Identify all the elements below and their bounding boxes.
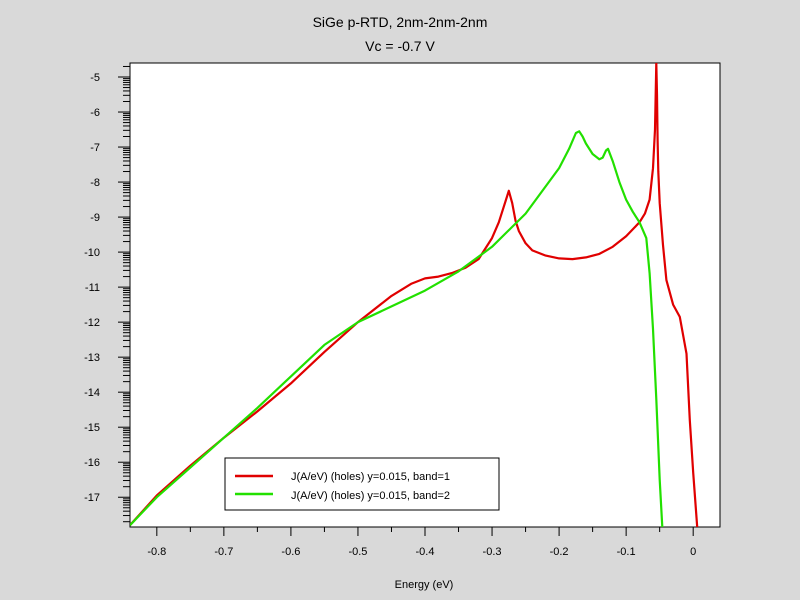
x-axis-label: Energy (eV) xyxy=(395,579,454,591)
series-line-band-2 xyxy=(130,130,664,527)
y-tick-label: -7 xyxy=(90,142,100,154)
legend-box xyxy=(224,457,500,511)
y-tick-label: -9 xyxy=(90,212,100,224)
legend-label-band-2: J(A/eV) (holes) y=0.015, band=2 xyxy=(291,490,450,502)
chart-subtitle: Vc = -0.7 V xyxy=(365,38,435,54)
legend-label-band-1: J(A/eV) (holes) y=0.015, band=1 xyxy=(291,471,450,483)
series-layer xyxy=(130,63,699,527)
y-tick-label: -11 xyxy=(85,282,100,294)
y-tick-label: -8 xyxy=(90,177,100,189)
x-tick-label: -0.8 xyxy=(147,546,166,558)
y-tick-label: -6 xyxy=(90,107,100,119)
y-tick-label: -17 xyxy=(84,492,100,504)
y-axis: -17 -16 -15 -14 -13 -12 -11 -10 -9 -8 -7 -6 -5 xyxy=(84,65,130,523)
y-tick-label: -10 xyxy=(84,247,100,259)
y-tick-label: -14 xyxy=(84,387,100,399)
y-tick-label: -5 xyxy=(90,72,100,84)
x-tick-label: -0.2 xyxy=(550,546,569,558)
legend: J(A/eV) (holes) y=0.015, band=1 J(A/eV) … xyxy=(224,457,500,511)
y-tick-label: -13 xyxy=(84,352,100,364)
y-tick-label: -16 xyxy=(84,457,100,469)
y-tick-label: -15 xyxy=(84,422,100,434)
x-tick-label: 0 xyxy=(690,546,696,558)
x-tick-label: -0.3 xyxy=(483,546,502,558)
x-tick-label: -0.7 xyxy=(214,546,233,558)
x-tick-label: -0.1 xyxy=(617,546,636,558)
x-tick-label: -0.4 xyxy=(416,546,435,558)
chart-title: SiGe p-RTD, 2nm-2nm-2nm xyxy=(313,14,488,30)
series-line-band-1 xyxy=(130,63,699,527)
plot-area xyxy=(129,62,721,528)
y-tick-label: -12 xyxy=(84,317,100,329)
x-tick-label: -0.6 xyxy=(281,546,300,558)
x-axis: -0.8 -0.7 -0.6 -0.5 -0.4 -0.3 -0.2 -0.1 0 xyxy=(147,527,696,558)
x-tick-label: -0.5 xyxy=(348,546,367,558)
